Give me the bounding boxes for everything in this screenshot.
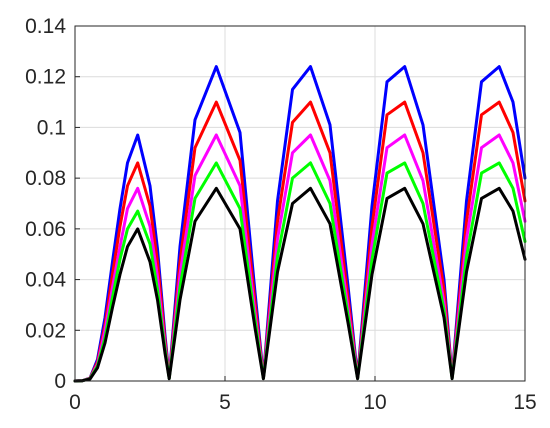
y-tick-label: 0.02 bbox=[25, 319, 66, 342]
y-tick-label: 0.08 bbox=[25, 167, 66, 190]
x-axis-ticks: 0 5 10 15 bbox=[69, 376, 537, 414]
y-tick-label: 0.1 bbox=[37, 116, 66, 139]
y-tick-label: 0.14 bbox=[25, 15, 66, 38]
x-tick-label: 10 bbox=[363, 391, 386, 414]
series-group bbox=[73, 65, 527, 383]
y-axis-ticks: 0 0.02 0.04 0.06 0.08 0.1 0.12 0.14 bbox=[25, 15, 80, 393]
x-tick-label: 0 bbox=[69, 391, 81, 414]
y-tick-label: 0 bbox=[54, 370, 66, 393]
axes-box bbox=[74, 25, 526, 382]
series-line-5 bbox=[73, 186, 527, 383]
x-tick-label: 15 bbox=[513, 391, 536, 414]
y-tick-label: 0.04 bbox=[25, 269, 66, 292]
y-tick-label: 0.12 bbox=[25, 66, 66, 89]
y-tick-label: 0.06 bbox=[25, 218, 66, 241]
x-tick-label: 5 bbox=[219, 391, 231, 414]
